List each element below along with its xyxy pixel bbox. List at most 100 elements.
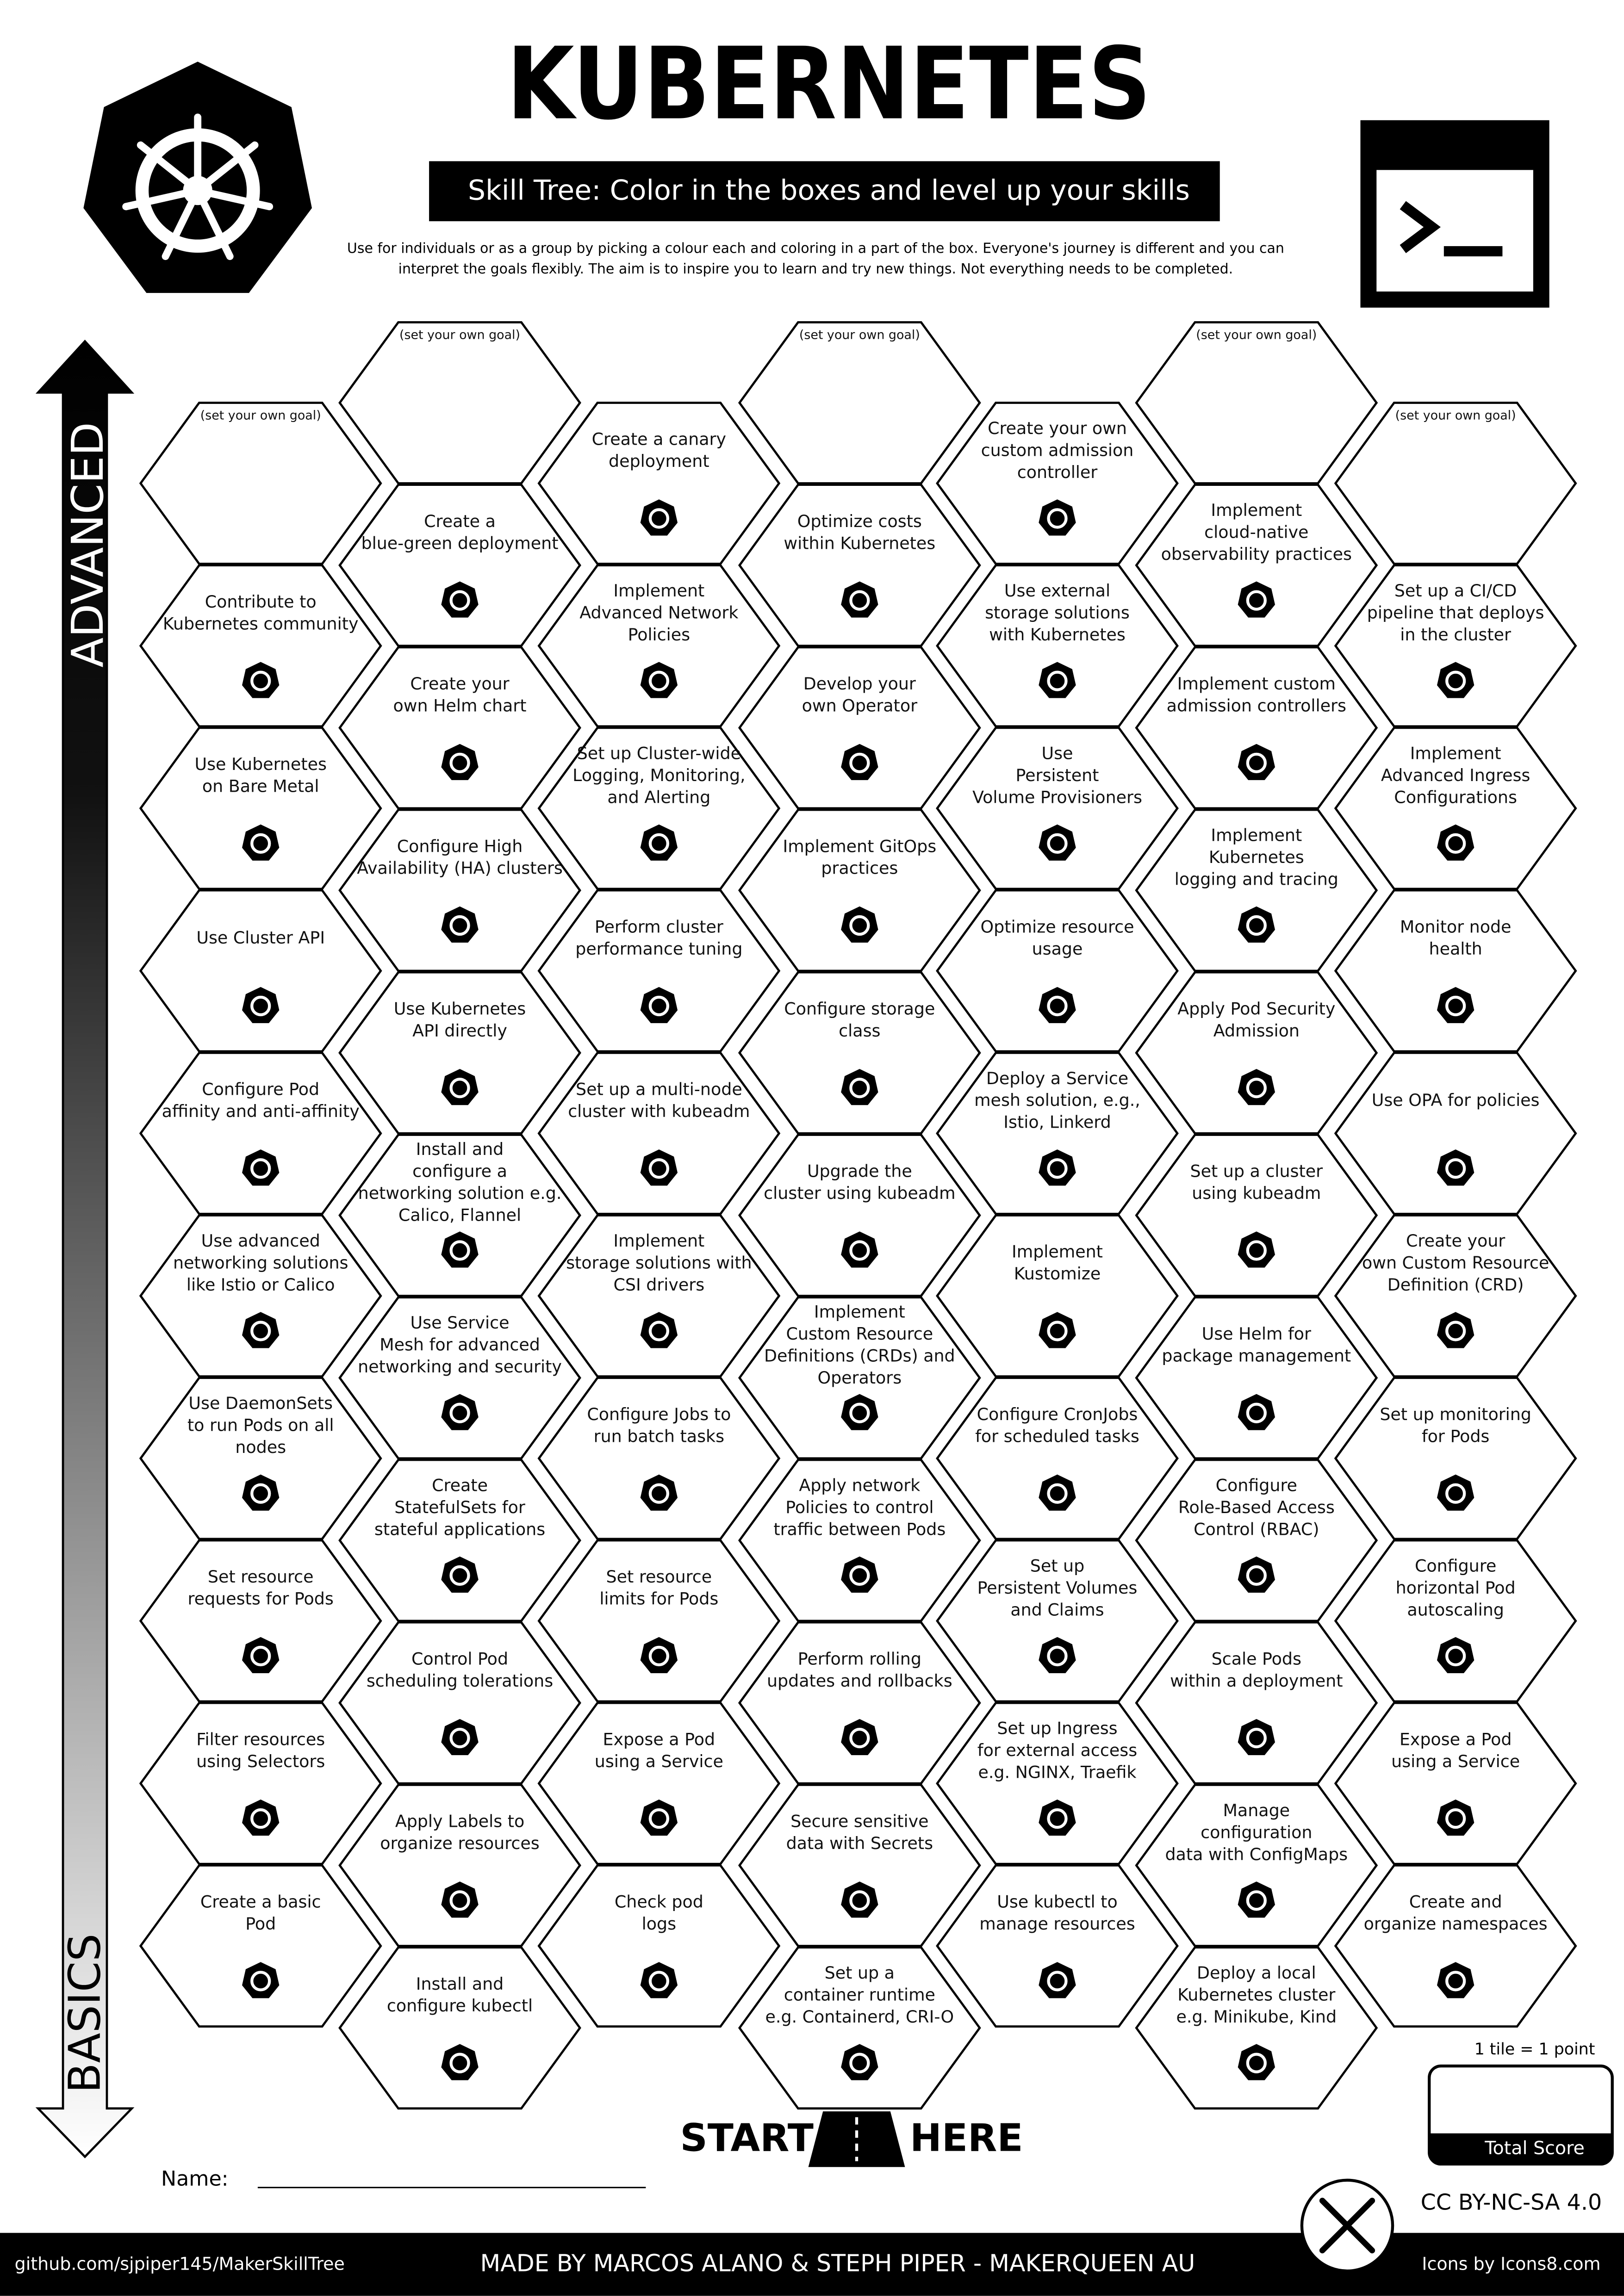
tile-label: StatefulSets for (394, 1497, 525, 1517)
tile-hexagon[interactable] (1334, 1214, 1577, 1378)
tile-hexagon[interactable] (338, 646, 581, 810)
tile-hexagon[interactable] (936, 1701, 1179, 1865)
tile-hexagon[interactable] (139, 1051, 382, 1215)
tile-icon (841, 1394, 878, 1430)
tile-hexagon[interactable] (936, 726, 1179, 890)
tile-hexagon[interactable] (738, 1458, 981, 1622)
tile-icon (1238, 1231, 1275, 1268)
tile-hexagon[interactable] (1135, 1784, 1378, 1947)
tile-hexagon[interactable] (537, 1051, 781, 1215)
tile-label: data with Secrets (786, 1833, 933, 1853)
tile-label: requests for Pods (188, 1589, 334, 1609)
tile-hexagon[interactable] (139, 726, 382, 890)
tile-hexagon[interactable] (738, 1621, 981, 1785)
tile-hexagon[interactable] (1334, 1539, 1577, 1703)
tile-hexagon[interactable] (1334, 1377, 1577, 1540)
tile-hexagon[interactable] (738, 321, 981, 484)
tile-label: Secure sensitive (790, 1812, 928, 1831)
tile-hexagon[interactable] (1334, 1864, 1577, 2028)
tile-hexagon[interactable] (537, 1214, 781, 1378)
tile-hexagon[interactable] (139, 1701, 382, 1865)
tile-hexagon[interactable] (139, 564, 382, 728)
tile-hexagon[interactable] (738, 646, 981, 810)
tile-hexagon[interactable] (537, 1377, 781, 1540)
tile-hexagon[interactable] (139, 402, 382, 565)
tile-label: with Kubernetes (989, 625, 1126, 645)
tile-hexagon[interactable] (936, 1539, 1179, 1703)
tile-hexagon[interactable] (936, 402, 1179, 565)
tile-icon (242, 824, 280, 861)
tile-hexagon[interactable] (936, 1214, 1179, 1378)
tile-hexagon[interactable] (537, 726, 781, 890)
tile-hexagon[interactable] (338, 1134, 581, 1297)
tile-hexagon[interactable] (537, 889, 781, 1053)
tile-hexagon[interactable] (738, 808, 981, 972)
tile-hexagon[interactable] (537, 1864, 781, 2028)
tile-hexagon[interactable] (537, 1701, 781, 1865)
tile-hexagon[interactable] (1334, 1051, 1577, 1215)
tile-hexagon[interactable] (1135, 1458, 1378, 1622)
tile-hexagon[interactable] (936, 564, 1179, 728)
tile-hexagon[interactable] (1135, 321, 1378, 484)
tile-hexagon[interactable] (1135, 1296, 1378, 1460)
tile-hexagon[interactable] (1135, 484, 1378, 647)
tile-label: to run Pods on all (187, 1415, 334, 1435)
tile-hexagon[interactable] (537, 1539, 781, 1703)
tile-label: Persistent Volumes (977, 1578, 1138, 1598)
tile-hexagon[interactable] (1135, 1946, 1378, 2110)
tile-hexagon[interactable] (537, 402, 781, 565)
tile-hexagon[interactable] (1334, 402, 1577, 565)
skill-tile: Apply Pod Security Admission (1135, 971, 1378, 1135)
tile-hexagon[interactable] (139, 889, 382, 1053)
tile-icon-wheel (1445, 1321, 1466, 1341)
tile-icon-wheel (250, 995, 271, 1017)
tile-hexagon[interactable] (139, 1214, 382, 1378)
tile-hexagon[interactable] (1135, 1621, 1378, 1785)
tile-hexagon[interactable] (338, 321, 581, 484)
tile-label: Set resource (208, 1567, 314, 1587)
tile-hexagon[interactable] (139, 1377, 382, 1540)
tile-hexagon[interactable] (1135, 808, 1378, 972)
tile-hexagon[interactable] (1334, 1701, 1577, 1865)
tile-hexagon[interactable] (1135, 971, 1378, 1135)
tile-hexagon[interactable] (338, 1296, 581, 1460)
tile-hexagon[interactable] (936, 889, 1179, 1053)
tile-hexagon[interactable] (139, 1864, 382, 2028)
footer-link[interactable]: github.com/sjpiper145/MakerSkillTree (15, 2254, 345, 2274)
tile-hexagon[interactable] (1334, 889, 1577, 1053)
tile-hexagon[interactable] (338, 1946, 581, 2110)
tile-hexagon[interactable] (738, 971, 981, 1135)
tile-hexagon[interactable] (738, 484, 981, 647)
license: CC BY-NC-SA 4.0 (1421, 2190, 1602, 2215)
tile-hexagon[interactable] (738, 1296, 981, 1460)
tile-icon (441, 1394, 479, 1430)
tile-hexagon[interactable] (537, 564, 781, 728)
tile-hexagon[interactable] (1135, 646, 1378, 810)
tile-hexagon[interactable] (338, 971, 581, 1135)
tile-hexagon[interactable] (936, 1051, 1179, 1215)
tile-hexagon[interactable] (738, 1946, 981, 2110)
tile-hexagon[interactable] (338, 1458, 581, 1622)
tile-icon (1039, 1637, 1076, 1673)
tile-icon (1238, 906, 1275, 943)
tile-label: Set up Ingress (997, 1719, 1117, 1738)
tile-hexagon[interactable] (738, 1784, 981, 1947)
tile-hexagon[interactable] (338, 484, 581, 647)
tile-hexagon[interactable] (139, 1539, 382, 1703)
tile-hexagon[interactable] (738, 1134, 981, 1297)
tile-label: within a deployment (1170, 1671, 1343, 1691)
tile-hexagon[interactable] (1334, 726, 1577, 890)
tile-hexagon[interactable] (338, 1621, 581, 1785)
tile-label: Set up a multi-node (576, 1080, 742, 1099)
tile-hexagon[interactable] (1135, 1134, 1378, 1297)
tile-hexagon[interactable] (936, 1864, 1179, 2028)
skill-tile: Use Kubernetes API directly (338, 971, 581, 1135)
tile-hexagon[interactable] (338, 808, 581, 972)
tile-label: Calico, Flannel (398, 1205, 521, 1225)
tile-hexagon[interactable] (1334, 564, 1577, 728)
tile-hexagon[interactable] (936, 1377, 1179, 1540)
tile-hexagon[interactable] (338, 1784, 581, 1947)
